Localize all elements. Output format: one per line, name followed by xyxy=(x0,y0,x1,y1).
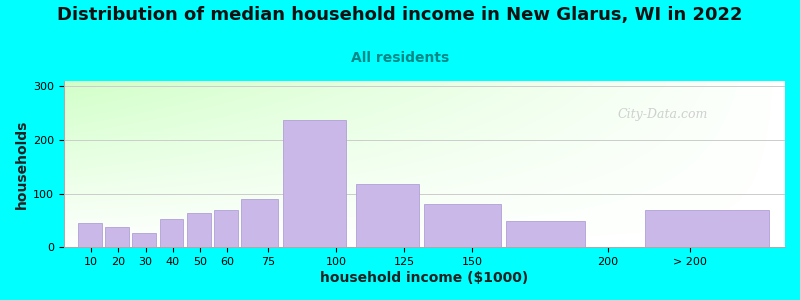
X-axis label: household income ($1000): household income ($1000) xyxy=(320,271,529,285)
Text: All residents: All residents xyxy=(351,51,449,65)
Text: City-Data.com: City-Data.com xyxy=(618,108,708,121)
Bar xyxy=(356,184,419,247)
Bar xyxy=(105,227,129,247)
Bar xyxy=(424,204,501,247)
Bar xyxy=(78,223,102,247)
Text: Distribution of median household income in New Glarus, WI in 2022: Distribution of median household income … xyxy=(58,6,742,24)
Bar xyxy=(242,199,278,247)
Bar xyxy=(506,221,585,247)
Bar xyxy=(160,219,183,247)
Bar xyxy=(132,233,156,247)
Bar xyxy=(646,210,770,247)
Bar xyxy=(187,213,210,247)
Bar xyxy=(214,210,238,247)
Bar xyxy=(282,120,346,247)
Y-axis label: households: households xyxy=(15,119,29,209)
